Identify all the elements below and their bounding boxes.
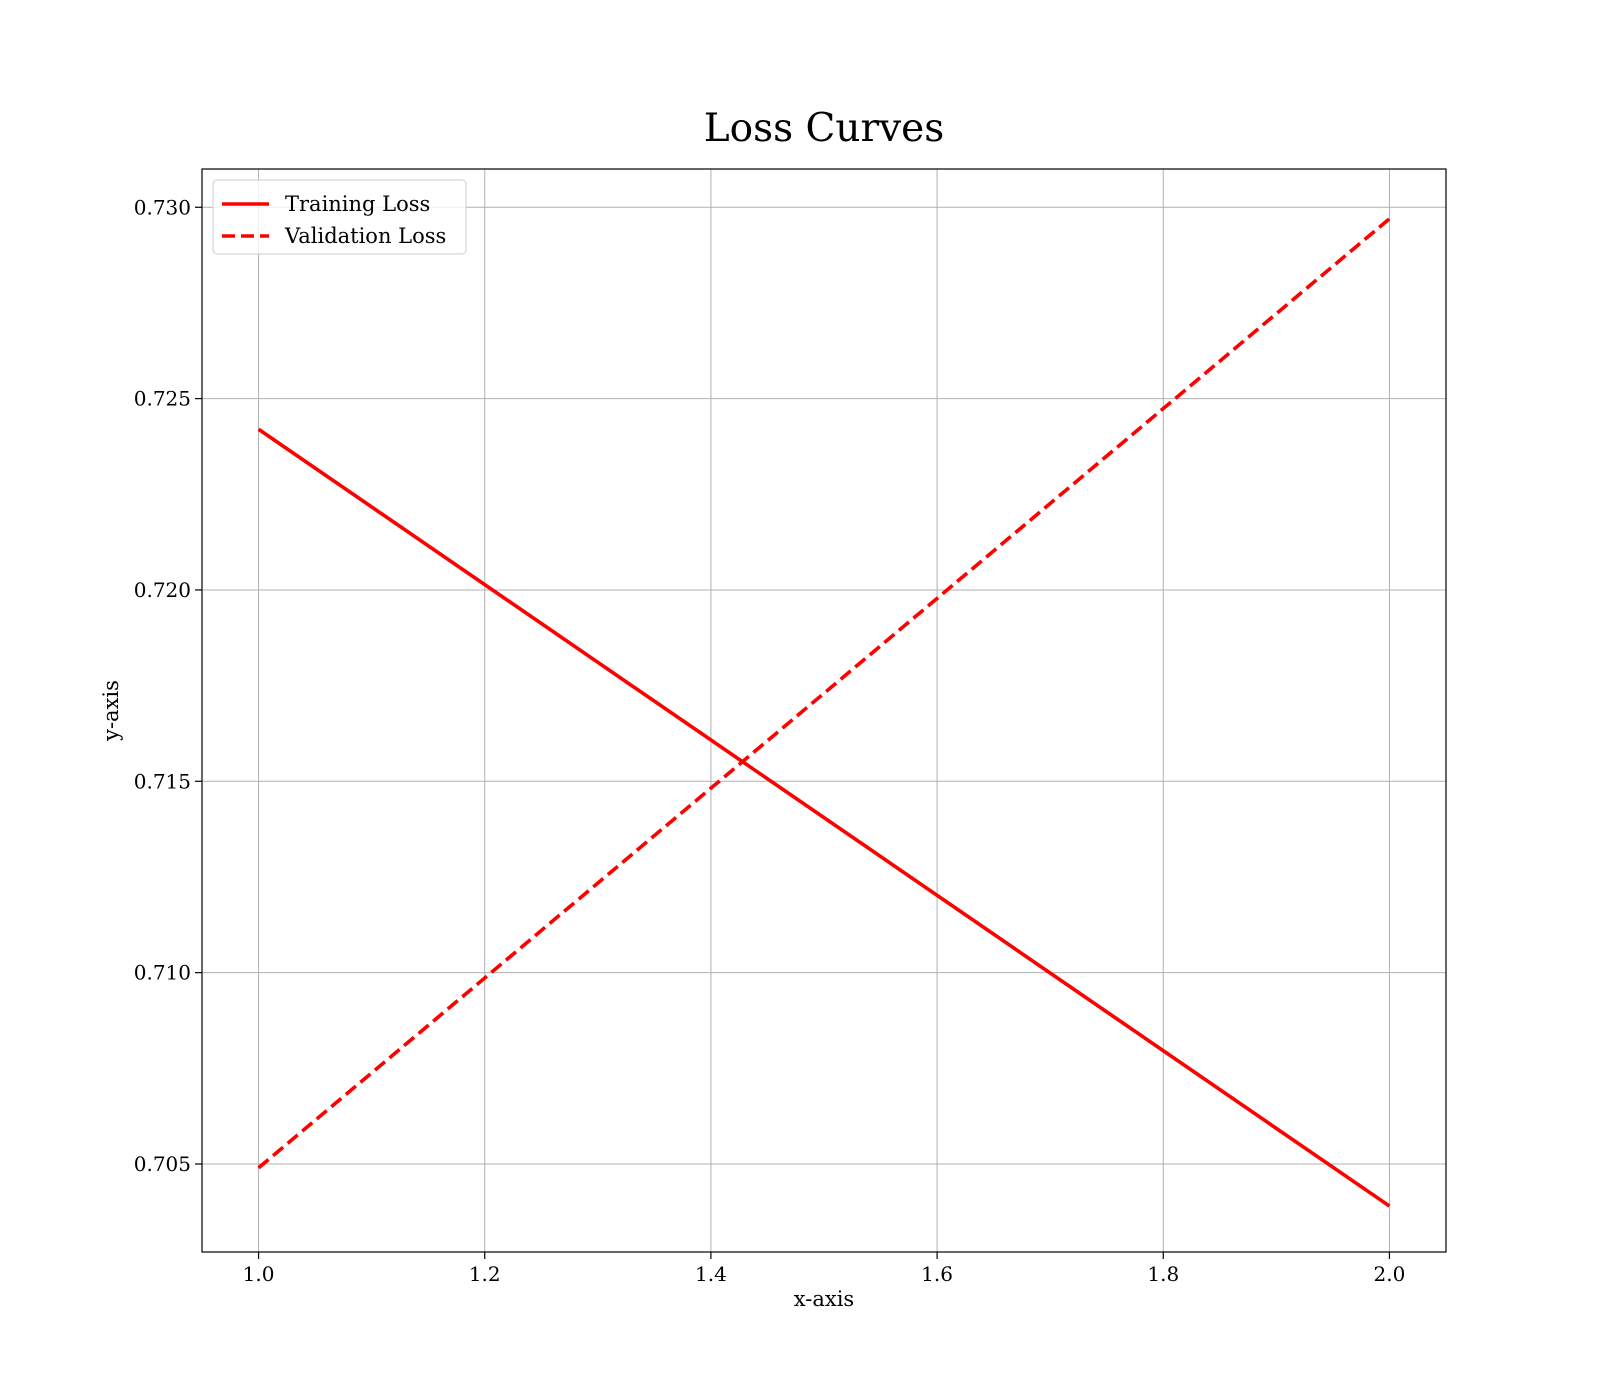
legend-label: Training Loss bbox=[285, 192, 430, 216]
x-tick-label: 1.2 bbox=[469, 1262, 501, 1286]
series-line-training-loss bbox=[257, 427, 1391, 1208]
x-tick-label: 2.0 bbox=[1374, 1262, 1406, 1286]
x-axis-label: x-axis bbox=[794, 1287, 854, 1311]
x-tick-label: 1.8 bbox=[1147, 1262, 1179, 1286]
legend-box bbox=[212, 179, 467, 255]
legend: Training Loss Validation Loss bbox=[212, 179, 467, 255]
x-tick-label: 1.4 bbox=[695, 1262, 727, 1286]
ticks: 1.0 1.2 1.4 1.6 1.8 2.0 0.705 0.710 0.715 0.720 0.… bbox=[134, 195, 1406, 1286]
y-axis-label: y-axis bbox=[99, 680, 123, 742]
legend-label: Validation Loss bbox=[284, 224, 446, 248]
x-tick-label: 1.6 bbox=[921, 1262, 953, 1286]
chart-title: Loss Curves bbox=[704, 106, 945, 151]
series-layer bbox=[257, 217, 1391, 1208]
y-tick-label: 0.730 bbox=[134, 195, 191, 219]
x-tick-label: 1.0 bbox=[243, 1262, 275, 1286]
y-tick-label: 0.725 bbox=[134, 387, 191, 411]
y-tick-label: 0.720 bbox=[134, 578, 191, 602]
y-tick-label: 0.705 bbox=[134, 1152, 191, 1176]
plot-frame bbox=[201, 168, 1447, 1253]
y-tick-label: 0.715 bbox=[134, 769, 191, 793]
y-tick-label: 0.710 bbox=[134, 961, 191, 985]
grid bbox=[202, 169, 1446, 1252]
series-line-validation-loss bbox=[257, 217, 1391, 1170]
